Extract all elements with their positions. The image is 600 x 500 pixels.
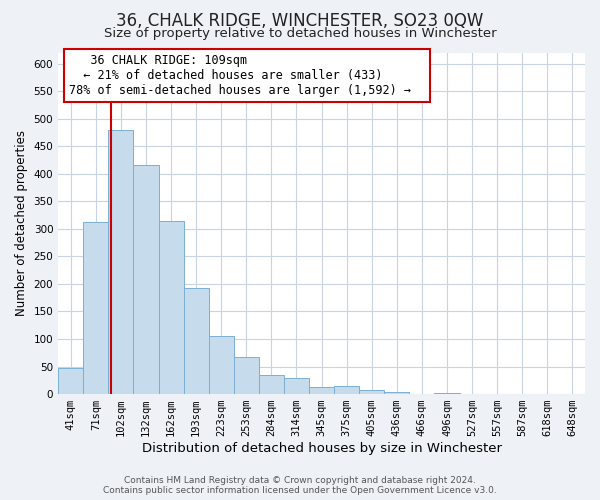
Y-axis label: Number of detached properties: Number of detached properties [15, 130, 28, 316]
Bar [284, 378, 309, 394]
Bar [359, 390, 385, 394]
Text: 36, CHALK RIDGE, WINCHESTER, SO23 0QW: 36, CHALK RIDGE, WINCHESTER, SO23 0QW [116, 12, 484, 30]
Bar [133, 165, 158, 394]
Text: 36 CHALK RIDGE: 109sqm
  ← 21% of detached houses are smaller (433)
78% of semi-: 36 CHALK RIDGE: 109sqm ← 21% of detached… [69, 54, 425, 97]
Bar [259, 375, 284, 394]
Text: Contains HM Land Registry data © Crown copyright and database right 2024.
Contai: Contains HM Land Registry data © Crown c… [103, 476, 497, 495]
Bar [385, 392, 409, 394]
Bar [334, 386, 359, 394]
Bar [58, 368, 83, 394]
Bar [309, 387, 334, 394]
Bar [434, 393, 460, 394]
Bar [184, 288, 209, 394]
Bar [234, 357, 259, 394]
Text: Size of property relative to detached houses in Winchester: Size of property relative to detached ho… [104, 28, 496, 40]
Bar [158, 221, 184, 394]
Bar [209, 336, 234, 394]
Bar [109, 130, 133, 394]
Bar [83, 222, 109, 394]
X-axis label: Distribution of detached houses by size in Winchester: Distribution of detached houses by size … [142, 442, 502, 455]
